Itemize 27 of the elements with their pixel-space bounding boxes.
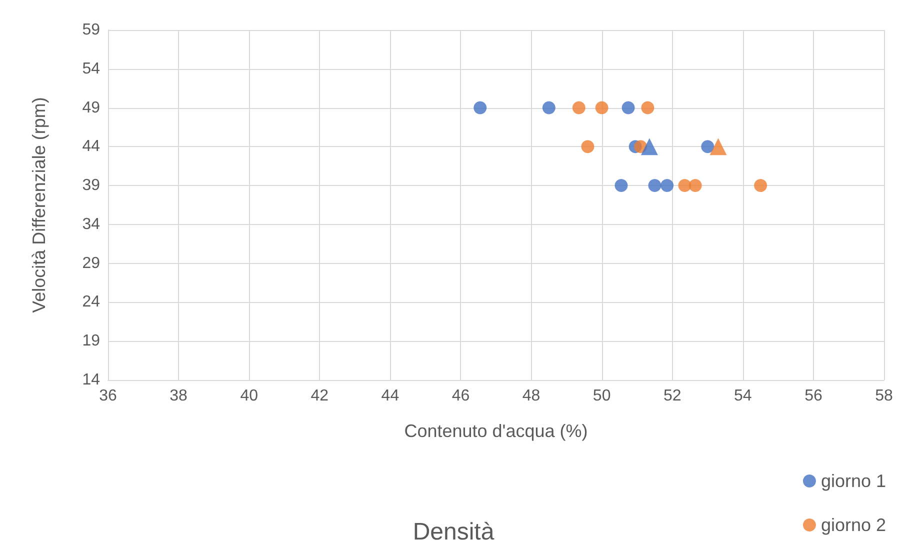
- x-tick-label: 46: [452, 388, 470, 404]
- x-tick-label: 56: [804, 388, 822, 404]
- x-tick-label: 40: [240, 388, 258, 404]
- y-tick-label: 39: [82, 177, 100, 194]
- y-tick-label: 44: [82, 138, 100, 156]
- x-tick-label: 36: [99, 388, 117, 404]
- x-tick-label: 54: [734, 388, 752, 404]
- x-tick-label: 38: [170, 388, 188, 404]
- x-axis-title: Contenuto d'acqua (%): [404, 421, 588, 441]
- y-tick-label: 14: [82, 372, 100, 388]
- x-tick-label: 44: [381, 388, 400, 404]
- y-tick-label: 49: [82, 99, 100, 116]
- x-tick-label: 50: [592, 388, 611, 404]
- legend-label: giorno 1: [820, 471, 886, 491]
- y-tick-label: 19: [82, 332, 100, 350]
- x-tick-label: 52: [663, 388, 682, 404]
- y-axis-title: Velocità Differenziale (rpm): [29, 97, 49, 313]
- text: Densità: [412, 518, 495, 546]
- y-tick-label: 34: [82, 216, 100, 233]
- x-tick-label: 58: [875, 388, 893, 404]
- legend-label: giorno 2: [820, 515, 886, 535]
- x-tick-label: 48: [522, 388, 540, 404]
- y-tick-label: 24: [82, 294, 100, 311]
- y-tick-label: 29: [82, 254, 100, 272]
- x-tick-label: 42: [310, 388, 329, 404]
- y-tick-label: 54: [82, 60, 100, 78]
- y-tick-label: 59: [82, 22, 100, 38]
